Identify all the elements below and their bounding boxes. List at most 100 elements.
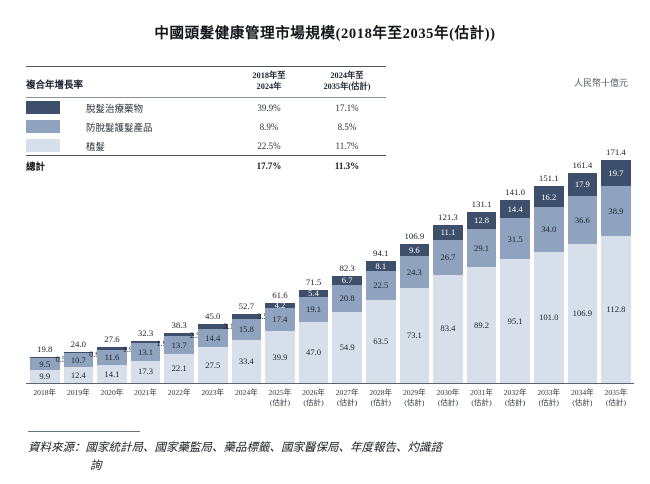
- bar-segment-products[interactable]: 15.8: [231, 319, 262, 340]
- bar-segment-drugs[interactable]: 19.7: [601, 160, 631, 186]
- bar-value-drugs: 3.1: [223, 322, 234, 332]
- bar-segment-drugs[interactable]: 5.4: [298, 289, 329, 297]
- x-axis-label-year: 2023年: [201, 388, 225, 397]
- bar-group[interactable]: 27.5 14.4: [198, 324, 228, 383]
- bar-segment-transplant[interactable]: 89.2: [466, 266, 497, 383]
- bar-segment-drugs[interactable]: [231, 314, 262, 319]
- bar-segment-drugs[interactable]: 6.7: [332, 276, 362, 285]
- page-title: 中國頭髮健康管理市場規模(2018年至2035年(估計)): [154, 26, 496, 42]
- bar-segment-products[interactable]: 11.6: [97, 349, 127, 365]
- bar-segment-products[interactable]: 29.1: [466, 229, 497, 267]
- bar-segment-products[interactable]: 13.1: [130, 343, 161, 361]
- bar-group[interactable]: 63.5 22.5 8.1: [366, 260, 396, 383]
- x-axis-label-year: 2033年: [537, 388, 561, 397]
- bar-group[interactable]: 73.1 24.3 9.6: [399, 243, 430, 383]
- bar-segment-products[interactable]: 31.5: [500, 218, 530, 260]
- bar-segment-transplant[interactable]: 101.0: [534, 251, 564, 383]
- bar-segment-transplant[interactable]: 83.4: [433, 274, 463, 383]
- bar-segment-drugs[interactable]: 8.1: [366, 260, 396, 272]
- x-axis-label-estimate: (估計): [303, 398, 324, 408]
- bar-segment-transplant[interactable]: 73.1: [399, 287, 430, 383]
- bar-segment-transplant[interactable]: 112.8: [601, 236, 631, 383]
- bar-group[interactable]: 17.3 13.1: [130, 340, 161, 383]
- bar-segment-products[interactable]: 24.3: [399, 256, 430, 288]
- bar-value-drugs: 4.2: [274, 300, 286, 311]
- x-axis-label: 2030年 (估計): [430, 388, 466, 409]
- x-axis-label: 2024年: [229, 388, 265, 398]
- bar-group[interactable]: 12.4 10.7: [63, 351, 94, 383]
- bar-segment-drugs[interactable]: [198, 324, 228, 329]
- bar-segment-drugs[interactable]: 14.4: [500, 199, 530, 219]
- bar-segment-drugs[interactable]: 11.1: [433, 225, 463, 240]
- cagr-drugs-2018-2024: 39.9%: [257, 102, 281, 113]
- bar-group[interactable]: 47.0 19.1 5.4: [298, 289, 329, 383]
- x-axis-label-year: 2035年: [604, 388, 628, 397]
- bar-total-label: 141.0: [505, 186, 526, 197]
- bar-segment-drugs[interactable]: [130, 340, 161, 344]
- x-axis-label: 2022年: [161, 388, 197, 398]
- bar-segment-transplant[interactable]: 22.1: [164, 354, 194, 383]
- bar-segment-drugs[interactable]: [97, 347, 127, 350]
- bar-segment-transplant[interactable]: 27.5: [198, 347, 228, 383]
- x-axis-label-year: 2028年: [369, 388, 393, 397]
- bar-value-transplant: 63.5: [373, 336, 389, 347]
- bar-segment-products[interactable]: 26.7: [433, 239, 463, 275]
- bar-segment-products[interactable]: 10.7: [63, 352, 94, 367]
- bar-segment-products[interactable]: 22.5: [366, 271, 396, 301]
- bar-group[interactable]: 101.0 34.0 16.2: [534, 186, 564, 383]
- cagr-products-2018-2024: 8.9%: [259, 121, 279, 132]
- bar-segment-products[interactable]: 17.4: [265, 308, 295, 332]
- bar-segment-transplant[interactable]: 33.4: [231, 339, 262, 383]
- bar-value-drugs: 3.5: [257, 312, 268, 322]
- bar-segment-transplant[interactable]: 9.9: [30, 370, 60, 383]
- bar-value-products: 15.8: [238, 323, 254, 334]
- bar-group[interactable]: 39.9 17.4 4.2: [265, 300, 295, 383]
- bar-segment-drugs[interactable]: [164, 333, 194, 337]
- bar-segment-transplant[interactable]: 106.9: [567, 243, 598, 383]
- legend-label-drugs: 脫髮治療藥物: [86, 104, 144, 115]
- bar-value-products: 31.5: [507, 233, 523, 244]
- x-axis-label-estimate: (估計): [505, 398, 526, 408]
- bar-group[interactable]: 89.2 29.1 12.8: [466, 212, 497, 383]
- bar-segment-drugs[interactable]: [63, 351, 94, 353]
- bar-group[interactable]: 9.9 9.5: [30, 357, 60, 383]
- bar-segment-drugs[interactable]: 12.8: [466, 212, 497, 230]
- bar-value-drugs: 12.8: [474, 215, 490, 226]
- bar-segment-transplant[interactable]: 14.1: [97, 364, 127, 383]
- bar-segment-transplant[interactable]: 95.1: [500, 259, 530, 383]
- bar-group[interactable]: 95.1 31.5 14.4: [500, 199, 530, 383]
- bar-segment-transplant[interactable]: 47.0: [298, 321, 329, 383]
- bar-segment-products[interactable]: 14.4: [198, 328, 228, 348]
- bar-segment-transplant[interactable]: 17.3: [130, 360, 161, 383]
- bar-segment-drugs[interactable]: 4.2: [265, 300, 295, 311]
- bar-segment-transplant[interactable]: 39.9: [265, 331, 295, 383]
- bar-segment-products[interactable]: 34.0: [534, 207, 564, 252]
- bar-segment-drugs[interactable]: 9.6: [399, 243, 430, 257]
- bar-segment-products[interactable]: 38.9: [601, 185, 631, 237]
- bar-group[interactable]: 14.1 11.6: [97, 347, 127, 383]
- bar-total-label: 52.7: [238, 301, 255, 312]
- bar-segment-products[interactable]: 36.6: [567, 196, 598, 244]
- x-axis-label-estimate: (估計): [269, 398, 291, 408]
- bar-group[interactable]: 54.9 20.8 6.7: [332, 276, 362, 383]
- bar-segment-drugs[interactable]: 16.2: [534, 186, 564, 208]
- bar-segment-drugs[interactable]: 17.9: [567, 173, 598, 197]
- bar-group[interactable]: 106.9 36.6 17.9: [567, 173, 598, 383]
- bar-value-transplant: 106.9: [572, 308, 593, 319]
- bar-segment-products[interactable]: 13.7: [164, 336, 194, 355]
- bar-segment-products[interactable]: 9.5: [30, 357, 60, 371]
- bar-segment-products[interactable]: 19.1: [298, 297, 329, 322]
- bar-value-products: 11.6: [104, 351, 120, 362]
- bar-segment-transplant[interactable]: 12.4: [63, 366, 94, 383]
- legend-swatch-transplant: [26, 139, 60, 152]
- bar-segment-products[interactable]: 20.8: [332, 284, 362, 312]
- bar-segment-transplant[interactable]: 54.9: [332, 311, 362, 383]
- bar-value-drugs: 6.7: [341, 274, 353, 285]
- bar-group[interactable]: 33.4 15.8: [231, 314, 262, 383]
- bar-group[interactable]: 83.4 26.7 11.1: [433, 225, 463, 383]
- bar-segment-transplant[interactable]: 63.5: [366, 300, 396, 383]
- bar-group[interactable]: 112.8 38.9 19.7: [601, 160, 631, 383]
- bar-group[interactable]: 22.1 13.7: [164, 333, 194, 383]
- x-axis-label: 2023年: [195, 388, 231, 398]
- bar-segment-drugs[interactable]: [30, 357, 60, 358]
